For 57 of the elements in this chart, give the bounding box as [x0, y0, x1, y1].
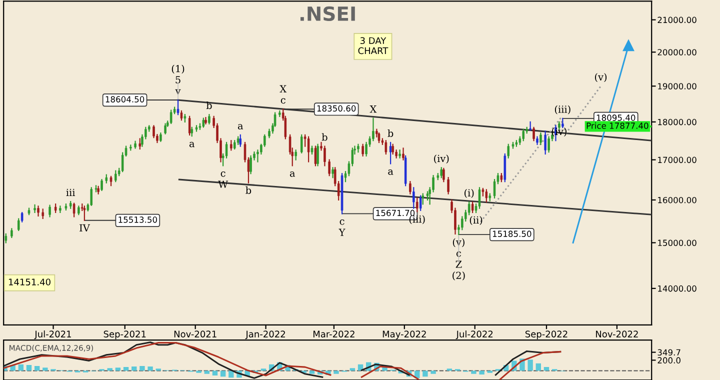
text: 15513.50: [118, 216, 157, 223]
text: 15185.50: [492, 230, 532, 237]
annotation: IV: [80, 224, 90, 232]
x-tick-label: Sep-2021: [104, 330, 146, 340]
annotation: a: [189, 142, 194, 148]
y-tick-label: 15000.00: [658, 240, 696, 246]
y-tick-label: 17000.00: [658, 156, 696, 164]
x-tick-label: Sep-2022: [525, 330, 568, 340]
y-tick-label: 18000.00: [658, 118, 696, 126]
x-tick-label: Nov-2021: [174, 330, 216, 338]
text: 18604.50: [106, 96, 144, 102]
annotation: (2): [452, 272, 465, 280]
annotation: b: [206, 102, 212, 110]
ref-line-label: Price 17877.40: [586, 122, 648, 129]
text: 18095.40: [596, 114, 636, 121]
chart-title: .NSEI: [300, 6, 355, 22]
annotation: 14151.40: [8, 278, 50, 286]
annotation: (i): [464, 188, 474, 198]
annotation: (iii): [554, 105, 570, 114]
annotation: b: [322, 133, 328, 141]
annotation: Y: [338, 228, 346, 236]
y-tick-label: 16000.00: [658, 196, 696, 204]
annotation: (ii): [470, 216, 482, 226]
annotation: c: [280, 98, 286, 104]
x-tick-label: Jan-2022: [245, 330, 285, 340]
x-tick-label: Jul-2022: [456, 330, 493, 340]
annotation: iii: [66, 188, 76, 196]
x-tick-label: Mar-2022: [313, 330, 354, 338]
annotation: b: [246, 186, 252, 194]
annotation: X: [370, 106, 377, 113]
annotation: (v): [452, 238, 464, 248]
y-tick-label: 21000.00: [658, 16, 696, 24]
annotation: Z: [456, 260, 462, 268]
x-tick-label: Nov-2022: [596, 330, 638, 338]
annotation: a: [238, 124, 244, 130]
x-tick-label: Jul-2021: [34, 330, 71, 340]
annotation: X: [280, 85, 287, 92]
annotation: (iii): [409, 215, 425, 224]
annotation: v: [175, 89, 181, 94]
annotation: a: [388, 170, 394, 175]
annotation: c: [340, 220, 344, 225]
annotation: c: [220, 172, 226, 177]
annotation: 3 DAY CHART: [358, 37, 388, 54]
y-tick-label: 14000.00: [658, 285, 696, 292]
y-tick-label: 19000.00: [658, 83, 696, 90]
annotation: (v): [595, 73, 607, 82]
text: 15671.70: [376, 210, 415, 216]
annotation: a: [290, 172, 295, 177]
annotation: b: [388, 129, 394, 137]
y-tick-label: 200.0: [658, 357, 680, 364]
y-tick-label: 349.7: [658, 349, 680, 356]
annotation: (iv): [434, 154, 449, 164]
x-tick-label: May-2022: [382, 330, 426, 340]
text: 18350.60: [317, 105, 356, 112]
annotation: 5: [176, 76, 180, 84]
annotation: (1): [172, 64, 184, 74]
y-tick-label: 20000.00: [658, 49, 696, 56]
